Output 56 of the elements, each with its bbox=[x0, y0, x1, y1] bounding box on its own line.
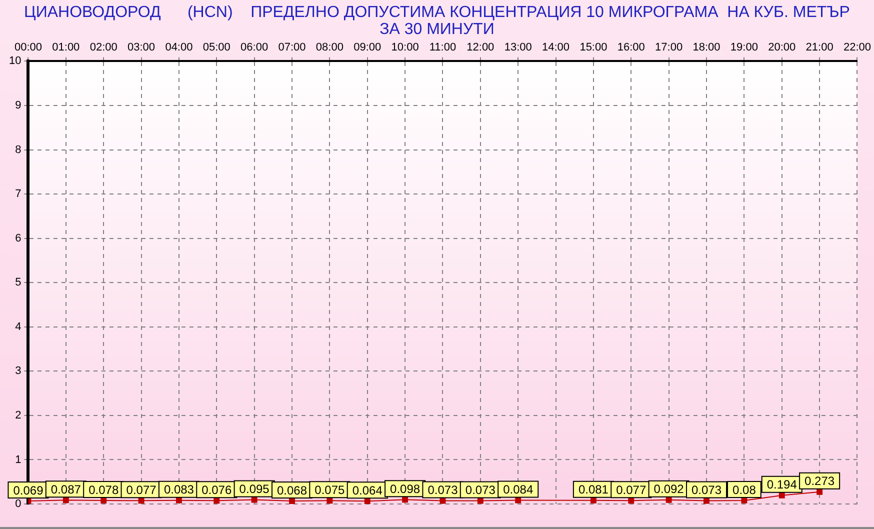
x-tick-label: 00:00 bbox=[14, 42, 42, 54]
x-tick-label: 10:00 bbox=[391, 42, 419, 54]
data-label: 0.087 bbox=[50, 482, 82, 496]
data-label: 0.273 bbox=[804, 474, 835, 488]
x-tick-label: 07:00 bbox=[278, 42, 306, 54]
data-label: 0.08 bbox=[732, 482, 756, 497]
y-tick-label: 8 bbox=[15, 144, 22, 156]
x-tick-label: 08:00 bbox=[316, 42, 344, 54]
data-label: 0.073 bbox=[691, 483, 722, 498]
x-tick-label: 15:00 bbox=[580, 42, 608, 54]
data-label: 0.068 bbox=[276, 483, 308, 498]
x-tick-label: 14:00 bbox=[542, 42, 570, 54]
y-tick-label: 6 bbox=[15, 232, 22, 244]
data-label: 0.078 bbox=[88, 482, 119, 497]
chart-title: ЦИАНОВОДОРОД (HCN) ПРЕДЕЛНО ДОПУСТИМА КОНЦЕНТРАЦИЯ 10 МИКРОГРАМА НА КУБ. МЕТЪР ЗА 30 МИНУТИ bbox=[23, 4, 851, 38]
x-tick-label: 18:00 bbox=[692, 42, 720, 54]
y-tick-label: 0 bbox=[15, 498, 22, 510]
data-label: 0.073 bbox=[428, 483, 458, 498]
x-tick-label: 22:00 bbox=[843, 42, 871, 54]
x-tick-label: 01:00 bbox=[52, 42, 80, 54]
x-tick-label: 19:00 bbox=[730, 42, 758, 54]
y-tick-label: 4 bbox=[15, 320, 22, 333]
data-label: 0.077 bbox=[126, 482, 157, 497]
x-tick-label: 21:00 bbox=[806, 42, 834, 54]
x-tick-label: 17:00 bbox=[655, 42, 683, 54]
x-tick-label: 12:00 bbox=[466, 42, 494, 54]
x-tick-label: 20:00 bbox=[768, 42, 796, 54]
data-label: 0.083 bbox=[164, 482, 194, 497]
data-label: 0.073 bbox=[465, 483, 496, 498]
y-tick-label: 5 bbox=[15, 276, 22, 289]
y-tick-label: 7 bbox=[15, 188, 22, 200]
data-label: 0.069 bbox=[13, 483, 44, 498]
data-label: 0.092 bbox=[654, 482, 684, 496]
data-label: 0.064 bbox=[352, 483, 383, 498]
data-label: 0.077 bbox=[616, 482, 646, 497]
x-tick-label: 02:00 bbox=[90, 42, 118, 54]
x-tick-label: 13:00 bbox=[504, 42, 532, 54]
x-tick-label: 11:00 bbox=[429, 42, 456, 54]
data-label: 0.095 bbox=[239, 482, 270, 496]
x-tick-label: 06:00 bbox=[240, 42, 268, 54]
y-tick-label: 9 bbox=[15, 100, 22, 112]
x-tick-label: 05:00 bbox=[202, 42, 230, 54]
x-tick-label: 04:00 bbox=[165, 42, 193, 54]
data-label: 0.194 bbox=[766, 478, 798, 492]
x-tick-label: 09:00 bbox=[354, 42, 382, 54]
data-label: 0.081 bbox=[578, 482, 609, 497]
y-tick-label: 10 bbox=[8, 55, 22, 68]
y-tick-label: 1 bbox=[15, 454, 22, 466]
data-label: 0.098 bbox=[390, 482, 420, 496]
y-tick-label: 2 bbox=[15, 409, 22, 422]
data-label: 0.084 bbox=[503, 482, 534, 497]
x-tick-label: 16:00 bbox=[617, 42, 645, 54]
data-label: 0.076 bbox=[202, 482, 232, 497]
data-label: 0.075 bbox=[314, 482, 346, 497]
y-tick-label: 3 bbox=[15, 365, 22, 378]
x-tick-label: 03:00 bbox=[128, 42, 156, 54]
